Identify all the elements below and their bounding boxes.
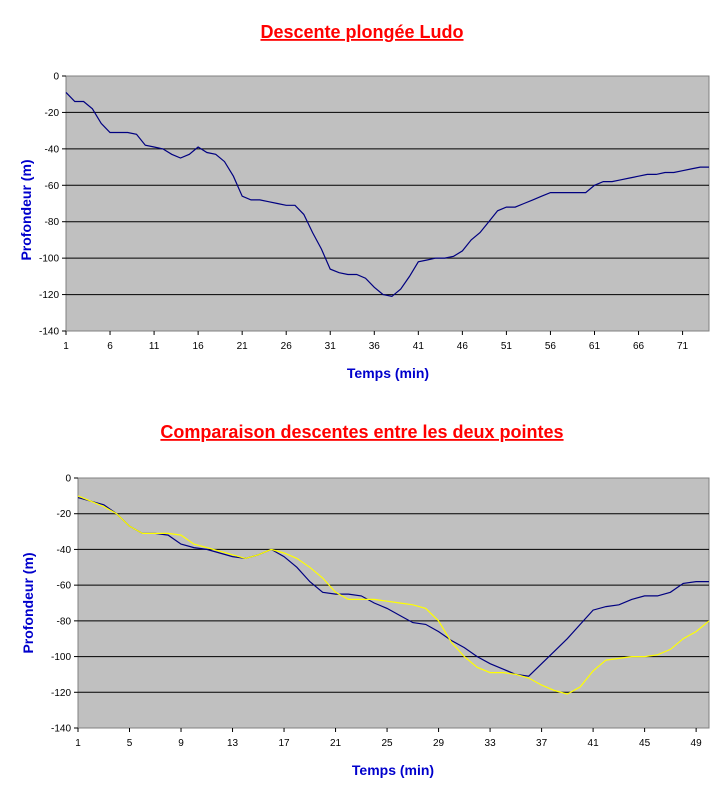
x-tick-label: 71: [677, 341, 689, 352]
x-axis: 1 5 9 13 17 21 25 29 33 37 41 45 49: [75, 728, 702, 749]
y-tick-label: -120: [51, 688, 71, 699]
x-tick-label: 45: [639, 738, 651, 749]
plot-area: [77, 477, 710, 729]
y-tick-label: -60: [57, 581, 72, 592]
x-tick-label: 61: [589, 341, 601, 352]
x-axis: 1 6 11 16 21 26 31 36 41 46 51 56 61 66 71: [63, 331, 689, 352]
x-axis-title: Temps (min): [347, 365, 429, 381]
chart-ludo: Descente plongée Ludo 0 -20 -40 -60 -80 -100 -…: [18, 22, 710, 381]
y-axis: 0 -20 -40 -60 -80 -100 -120 -140: [39, 72, 66, 338]
series-group: [65, 91, 709, 298]
y-tick-label: -40: [45, 144, 60, 155]
y-tick-label: -20: [57, 509, 72, 520]
x-tick-label: 46: [457, 341, 469, 352]
x-tick-label: 1: [63, 341, 69, 352]
y-tick-label: 0: [65, 474, 71, 485]
chart-title: Comparaison descentes entre les deux poi…: [160, 422, 563, 442]
x-tick-label: 21: [330, 738, 342, 749]
x-tick-label: 41: [588, 738, 600, 749]
x-tick-label: 36: [369, 341, 381, 352]
y-tick-label: -80: [57, 616, 72, 627]
x-tick-label: 51: [501, 341, 513, 352]
y-tick-label: -40: [57, 545, 72, 556]
x-tick-label: 1: [75, 738, 81, 749]
x-tick-label: 6: [107, 341, 113, 352]
y-tick-label: -20: [45, 108, 60, 119]
series-line: [65, 91, 709, 298]
y-tick-label: -80: [45, 217, 60, 228]
x-tick-label: 56: [545, 341, 557, 352]
x-tick-label: 37: [536, 738, 548, 749]
y-axis-title: Profondeur (m): [18, 159, 34, 260]
x-tick-label: 29: [433, 738, 445, 749]
grid-lines: [66, 111, 709, 296]
y-axis: 0 -20 -40 -60 -80 -100 -120 -140: [51, 474, 78, 735]
y-tick-label: -100: [51, 652, 71, 663]
x-axis-title: Temps (min): [352, 762, 434, 778]
y-tick-label: -140: [39, 327, 59, 338]
x-tick-label: 13: [227, 738, 239, 749]
grid-lines: [78, 513, 709, 693]
y-tick-label: -120: [39, 290, 59, 301]
y-axis-title: Profondeur (m): [20, 552, 36, 653]
x-tick-label: 9: [178, 738, 184, 749]
chart-comparison: Comparaison descentes entre les deux poi…: [20, 422, 710, 778]
x-tick-label: 16: [193, 341, 205, 352]
x-tick-label: 11: [149, 341, 160, 352]
x-tick-label: 21: [237, 341, 249, 352]
x-tick-label: 66: [633, 341, 645, 352]
y-tick-label: 0: [53, 72, 59, 83]
y-tick-label: -100: [39, 254, 59, 265]
series-line: [77, 497, 709, 677]
x-tick-label: 33: [485, 738, 497, 749]
x-tick-label: 17: [278, 738, 290, 749]
x-tick-label: 49: [691, 738, 703, 749]
plot-area: [65, 75, 710, 332]
chart-title: Descente plongée Ludo: [260, 22, 463, 42]
x-tick-label: 5: [127, 738, 133, 749]
x-tick-label: 25: [381, 738, 393, 749]
y-tick-label: -60: [45, 181, 60, 192]
x-tick-label: 31: [325, 341, 337, 352]
y-tick-label: -140: [51, 724, 71, 735]
series-group: [77, 495, 710, 695]
series-line: [77, 495, 710, 695]
x-tick-label: 41: [413, 341, 425, 352]
x-tick-label: 26: [281, 341, 293, 352]
